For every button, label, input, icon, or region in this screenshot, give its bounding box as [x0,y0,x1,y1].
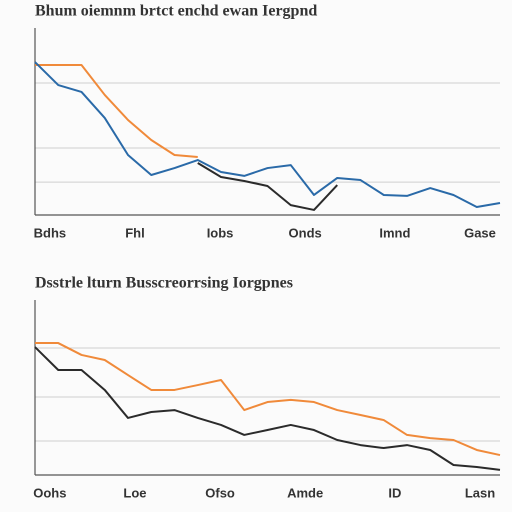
x-tick-label: Oohs [33,485,66,500]
x-tick-label: Lasn [465,485,495,500]
line-series [34,346,501,471]
line-series [34,61,501,208]
line-series [35,64,198,159]
x-tick-label: Amde [287,485,323,500]
x-tick-label: Imnd [379,225,410,240]
line-series [197,162,338,211]
x-tick-label: Iobs [207,225,234,240]
x-tick-label: Ofso [205,485,235,500]
chart-title: Dsstrle lturn Busscreorrsing Iorgpnes [35,275,293,292]
x-tick-label: ID [388,485,401,500]
chart-title: Bhum oiemnm brtct enchd ewan Iergpnd [35,3,317,20]
x-tick-label: Fhl [125,225,145,240]
line-series [35,342,501,457]
x-tick-label: Gase [464,225,496,240]
x-tick-label: Onds [289,225,322,240]
x-tick-label: Loe [123,485,146,500]
x-tick-label: Bdhs [34,225,67,240]
